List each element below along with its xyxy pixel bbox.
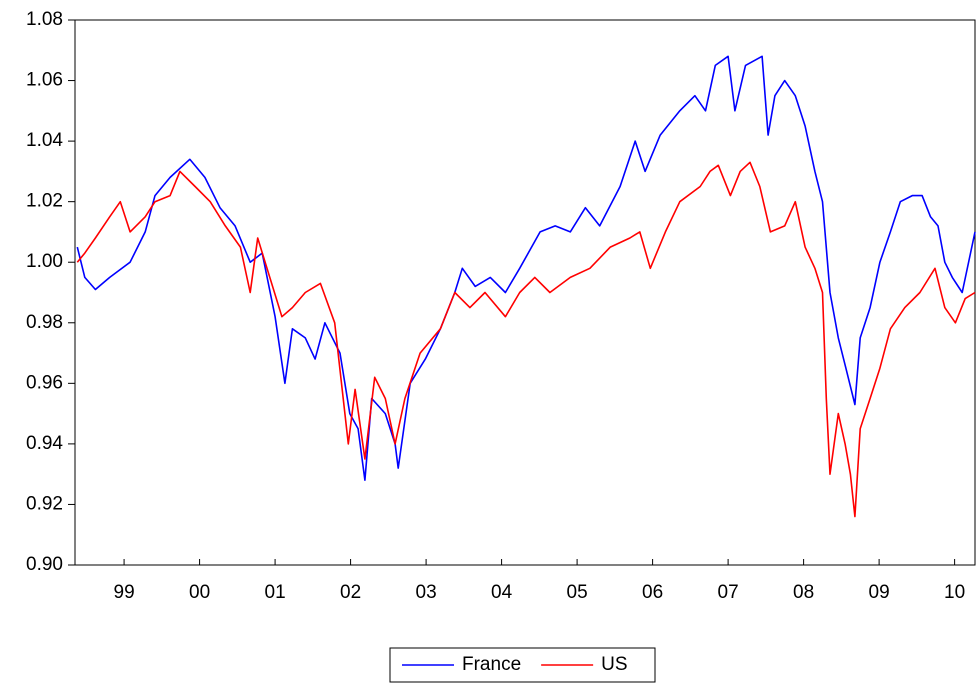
x-tick-label: 10	[944, 582, 965, 603]
line-series	[76, 55, 976, 481]
x-tick-label: 04	[491, 582, 513, 603]
y-tick-label: 1.08	[26, 9, 63, 30]
x-tick-label: 99	[114, 582, 135, 603]
y-tick-label: 1.04	[26, 130, 63, 151]
y-tick-label: 0.90	[26, 554, 63, 575]
y-tick-label: 0.96	[26, 372, 63, 393]
y-tick-label: 1.06	[26, 70, 63, 91]
x-tick-label: 08	[793, 582, 814, 603]
y-tick-label: 0.92	[26, 493, 63, 514]
x-tick-label: 03	[416, 582, 437, 603]
x-tick-label: 01	[265, 582, 286, 603]
x-tick-label: 00	[189, 582, 210, 603]
y-tick-label: 1.02	[26, 191, 63, 212]
x-tick-label: 07	[718, 582, 739, 603]
x-tick-label: 02	[340, 582, 361, 603]
line-series	[76, 161, 976, 518]
y-tick-label: 1.00	[26, 251, 63, 272]
y-tick-label: 0.94	[26, 433, 63, 454]
legend-label: France	[462, 654, 521, 675]
x-tick-label: 09	[869, 582, 890, 603]
plot-frame	[74, 19, 976, 566]
x-tick-label: 05	[567, 582, 588, 603]
x-tick-label: 06	[642, 582, 663, 603]
legend-label: US	[601, 654, 627, 675]
y-tick-label: 0.98	[26, 312, 63, 333]
